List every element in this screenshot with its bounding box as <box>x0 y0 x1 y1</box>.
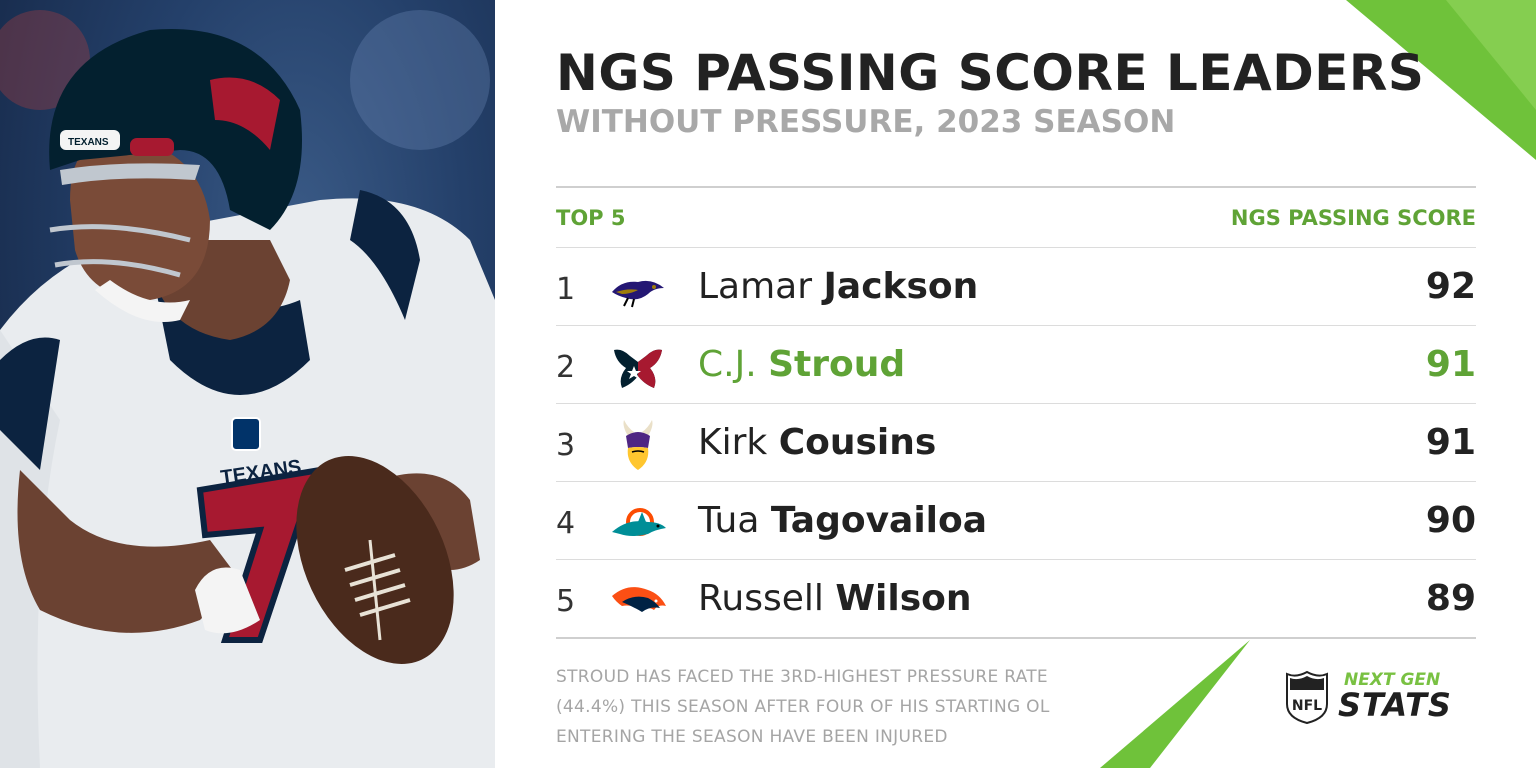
player-name: Russell Wilson <box>698 578 972 619</box>
table-row: 4 Tua Tagovailoa 90 <box>556 484 1476 562</box>
green-accent-top <box>1346 0 1536 160</box>
table-row: 5 Russell Wilson 89 <box>556 562 1476 640</box>
passing-score: 90 <box>1425 500 1476 541</box>
player-name: Kirk Cousins <box>698 422 936 463</box>
column-header-score: NGS PASSING SCORE <box>1230 206 1476 230</box>
rank-number: 4 <box>556 506 576 541</box>
table-bottom-divider <box>556 637 1476 639</box>
player-name: Tua Tagovailoa <box>698 500 987 541</box>
player-first-name: Lamar <box>698 266 813 307</box>
row-divider <box>556 559 1476 560</box>
nfl-shield-text: NFL <box>1292 698 1322 714</box>
table-row: 2 C.J. Stroud 91 <box>556 328 1476 406</box>
player-first-name: C.J. <box>698 344 757 385</box>
texans-logo-icon <box>614 349 662 388</box>
footnote-line: STROUD HAS FACED THE 3RD-HIGHEST PRESSUR… <box>556 667 1048 687</box>
passing-score: 92 <box>1425 266 1476 307</box>
rank-number: 1 <box>556 272 576 307</box>
vikings-logo-icon <box>623 420 653 470</box>
player-first-name: Tua <box>698 500 760 541</box>
table-row: 3 Kirk Cousins 91 <box>556 406 1476 484</box>
brand-stats: STATS <box>1338 686 1452 724</box>
player-name: Lamar Jackson <box>698 266 978 307</box>
green-accent-bottom <box>1100 640 1250 768</box>
dolphins-logo-icon <box>612 508 666 536</box>
player-last-name: Tagovailoa <box>770 500 988 541</box>
passing-score: 89 <box>1425 578 1476 619</box>
broncos-logo-icon <box>612 587 666 612</box>
ravens-logo-icon <box>612 280 664 308</box>
helmet-wordmark: TEXANS <box>68 137 109 148</box>
rank-number: 3 <box>556 428 576 463</box>
passing-score: 91 <box>1425 422 1476 463</box>
rank-number: 5 <box>556 584 576 619</box>
row-divider <box>556 481 1476 482</box>
player-last-name: Cousins <box>778 422 937 463</box>
page-subtitle: WITHOUT PRESSURE, 2023 SEASON <box>556 104 1176 140</box>
brand-next-gen: NEXT GEN <box>1344 670 1441 690</box>
player-photo: TEXANS TEXANS <box>0 0 495 768</box>
footnote-line: ENTERING THE SEASON HAVE BEEN INJURED <box>556 727 948 747</box>
passing-score: 91 <box>1425 344 1476 385</box>
next-gen-stats-logo: NFL NEXT GEN STATS <box>1284 668 1474 728</box>
player-first-name: Kirk <box>698 422 768 463</box>
page-title: NGS PASSING SCORE LEADERS <box>556 44 1425 102</box>
player-name: C.J. Stroud <box>698 344 905 385</box>
player-last-name: Stroud <box>768 344 906 385</box>
row-divider <box>556 325 1476 326</box>
player-first-name: Russell <box>698 578 824 619</box>
column-header-rank: TOP 5 <box>556 206 626 230</box>
row-divider <box>556 403 1476 404</box>
player-illustration: TEXANS TEXANS <box>0 10 495 768</box>
rank-number: 2 <box>556 350 576 385</box>
footnote: STROUD HAS FACED THE 3RD-HIGHEST PRESSUR… <box>556 662 1096 752</box>
row-divider <box>556 247 1476 248</box>
table-row: 1 Lamar Jackson 92 <box>556 250 1476 328</box>
nfl-shield-icon: NFL <box>1286 670 1328 724</box>
player-last-name: Jackson <box>823 266 979 307</box>
header-divider <box>556 186 1476 188</box>
player-last-name: Wilson <box>835 578 972 619</box>
footnote-line: (44.4%) THIS SEASON AFTER FOUR OF HIS ST… <box>556 697 1050 717</box>
